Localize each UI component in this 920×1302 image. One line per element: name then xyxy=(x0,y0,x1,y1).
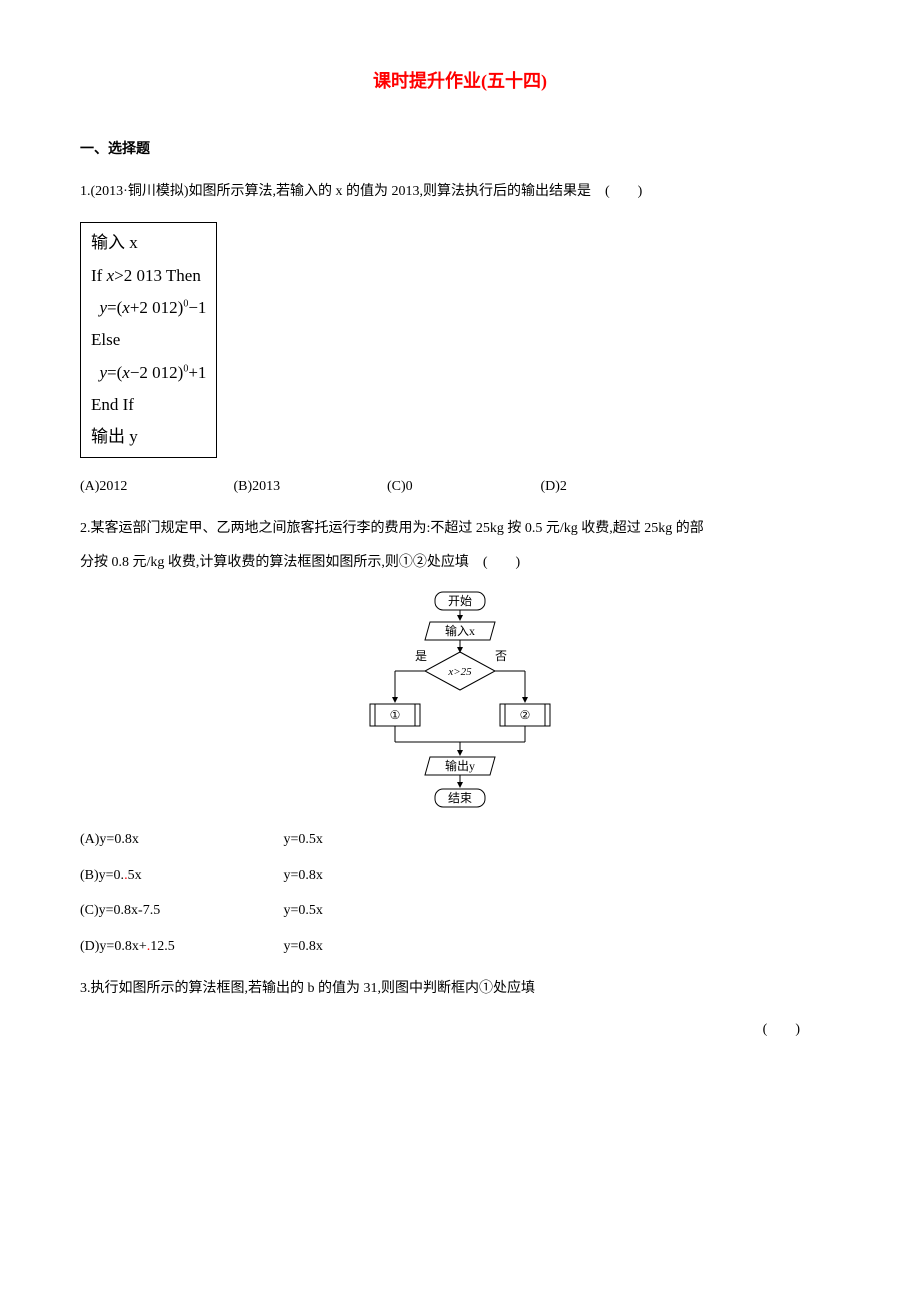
flow-box2: ② xyxy=(520,708,531,722)
q3-paren: ( ) xyxy=(763,1013,800,1047)
option-b-col2: y=0.8x xyxy=(284,859,323,893)
q2-option-b: (B)y=0..5x y=0.8x xyxy=(80,859,840,893)
svg-text:x>25: x>25 xyxy=(447,666,472,678)
q2-flowchart: 开始 输入x x>25 是 否 ① ② 输出y 结束 xyxy=(345,587,575,817)
option-d-col1: (D)y=0.8x+.12.5 xyxy=(80,930,280,964)
option-a-col1: (A)y=0.8x xyxy=(80,823,280,857)
q2-option-d: (D)y=0.8x+.12.5 y=0.8x xyxy=(80,930,840,964)
flow-output: 输出y xyxy=(445,758,475,773)
q2-option-c: (C)y=0.8x-7.5 y=0.5x xyxy=(80,894,840,928)
q3-text: 3.执行如图所示的算法框图,若输出的 b 的值为 31,则图中判断框内①处应填 xyxy=(80,981,535,996)
code-line: If x>2 013 Then xyxy=(91,260,206,292)
option-c-col1: (C)y=0.8x-7.5 xyxy=(80,894,280,928)
flow-start: 开始 xyxy=(448,594,472,608)
code-line: y=(x−2 012)0+1 xyxy=(91,357,206,389)
svg-text:输入x: 输入x xyxy=(445,623,475,638)
code-line: 输出 y xyxy=(91,421,206,453)
q1-options: (A)2012 (B)2013 (C)0 (D)2 xyxy=(80,470,840,504)
code-line: Else xyxy=(91,324,206,356)
q2-text-line1: 2.某客运部门规定甲、乙两地之间旅客托运行李的费用为:不超过 25kg 按 0.… xyxy=(80,512,840,546)
page-title: 课时提升作业(五十四) xyxy=(80,60,840,103)
q2-text-line2: 分按 0.8 元/kg 收费,计算收费的算法框图如图所示,则①②处应填 ( ) xyxy=(80,546,840,580)
q2-option-a: (A)y=0.8x y=0.5x xyxy=(80,823,840,857)
question-1: 1.(2013·铜川模拟)如图所示算法,若输入的 x 的值为 2013,则算法执… xyxy=(80,175,840,209)
flow-box1: ① xyxy=(390,708,401,722)
q3-paren-line: ( ) xyxy=(80,1013,840,1047)
code-line: 输入 x xyxy=(91,227,206,259)
question-2: 2.某客运部门规定甲、乙两地之间旅客托运行李的费用为:不超过 25kg 按 0.… xyxy=(80,512,840,579)
option-a: (A)2012 xyxy=(80,470,230,504)
option-b: (B)2013 xyxy=(234,470,384,504)
section-header: 一、选择题 xyxy=(80,133,840,167)
flow-yes: 是 xyxy=(415,649,427,663)
option-a-col2: y=0.5x xyxy=(284,823,323,857)
code-line: End If xyxy=(91,389,206,421)
option-c-col2: y=0.5x xyxy=(284,894,323,928)
code-line: y=(x+2 012)0−1 xyxy=(91,292,206,324)
q1-text: 1.(2013·铜川模拟)如图所示算法,若输入的 x 的值为 2013,则算法执… xyxy=(80,184,642,199)
question-3: 3.执行如图所示的算法框图,若输出的 b 的值为 31,则图中判断框内①处应填 xyxy=(80,972,840,1006)
q1-pseudocode-box: 输入 x If x>2 013 Then y=(x+2 012)0−1 Else… xyxy=(80,222,217,458)
option-c: (C)0 xyxy=(387,470,537,504)
flow-no: 否 xyxy=(495,649,507,663)
option-b-col1: (B)y=0..5x xyxy=(80,859,280,893)
flow-end: 结束 xyxy=(448,791,472,805)
option-d: (D)2 xyxy=(541,470,691,504)
option-d-col2: y=0.8x xyxy=(284,930,323,964)
